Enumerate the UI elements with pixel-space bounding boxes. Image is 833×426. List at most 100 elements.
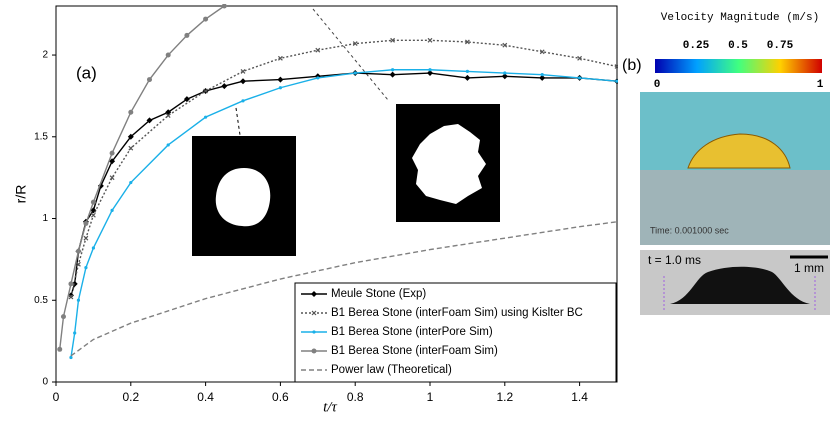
panel-label: (b) [622, 57, 642, 74]
marker [277, 76, 284, 83]
sim-porous [640, 170, 830, 245]
marker [109, 158, 116, 165]
marker [277, 55, 283, 61]
scale-label: 1 mm [794, 261, 824, 275]
marker [389, 71, 396, 78]
legend-label: B1 Berea Stone (interPore Sim) [331, 326, 493, 338]
y-axis-label: r/R [13, 185, 29, 204]
marker [311, 310, 317, 316]
marker [278, 86, 282, 90]
marker [390, 37, 396, 43]
marker [465, 69, 469, 73]
series-line [70, 72, 618, 296]
marker [241, 99, 245, 103]
marker [316, 76, 320, 80]
x-tick-label: 0 [53, 390, 60, 404]
marker [57, 346, 63, 352]
x-tick-label: 0.4 [197, 390, 214, 404]
axes: 0 0.2 0.4 0.6 0.8 1 1.2 1.4 0 0.5 1 1.5 2 [34, 5, 618, 404]
marker [464, 74, 471, 81]
marker [84, 265, 88, 270]
x-axis-label: t/τ [323, 399, 337, 415]
marker [203, 16, 209, 22]
marker [109, 175, 115, 181]
series-line [70, 39, 618, 298]
legend-label: Meule Stone (Exp) [331, 288, 426, 300]
arrow [312, 8, 389, 101]
marker [166, 143, 170, 147]
marker [577, 55, 583, 61]
marker [76, 261, 81, 267]
marker [353, 71, 357, 75]
marker [501, 73, 508, 80]
marker [184, 32, 190, 38]
colorbar-tick: 0.25 [683, 40, 710, 52]
marker [311, 348, 317, 354]
marker [128, 109, 134, 115]
marker [165, 113, 171, 118]
marker [221, 4, 227, 9]
x-tick-label: 0.6 [272, 390, 289, 404]
marker [539, 49, 545, 55]
marker [391, 68, 395, 72]
colorbar-tick: 0.75 [767, 40, 794, 52]
x-tick-label: 0.8 [347, 390, 364, 404]
marker [83, 220, 89, 226]
marker [76, 298, 81, 302]
legend-label: B1 Berea Stone (interFoam Sim) [331, 345, 498, 357]
colorbar [655, 59, 822, 73]
legend-label: Power law (Theoretical) [331, 364, 452, 376]
marker [128, 145, 134, 151]
marker [109, 150, 115, 156]
marker [203, 88, 209, 94]
marker [615, 79, 618, 83]
colorbar-min: 0 [654, 79, 661, 91]
marker [427, 70, 433, 77]
marker [110, 208, 114, 212]
marker [428, 68, 432, 72]
marker [204, 115, 208, 119]
sim-time: Time: 0.001000 sec [650, 225, 729, 235]
marker [68, 294, 74, 300]
photo-droplet [670, 266, 810, 304]
x-tick-label: 1 [427, 390, 434, 404]
marker [578, 76, 582, 80]
marker [539, 74, 546, 81]
marker [60, 314, 66, 320]
photo-time: t = 1.0 ms [648, 253, 701, 267]
legend-box [294, 282, 617, 383]
marker [352, 41, 358, 47]
plot-area [57, 4, 618, 360]
marker [427, 37, 433, 43]
marker [75, 248, 81, 254]
marker [90, 212, 96, 218]
y-tick-label: 0 [42, 377, 48, 388]
marker [90, 199, 96, 205]
panel-label: (a) [76, 63, 97, 82]
y-tick-label: 0.5 [34, 295, 48, 306]
colorbar-max: 1 [817, 79, 824, 91]
colorbar-title: Velocity Magnitude (m/s) [661, 12, 819, 24]
legend-label: B1 Berea Stone (interFoam Sim) using Kis… [331, 307, 583, 319]
series-line [70, 69, 618, 358]
y-tick-label: 1.5 [34, 131, 48, 142]
marker [91, 246, 95, 250]
sim-droplet [687, 133, 791, 169]
series-line [70, 221, 618, 357]
arrow [235, 107, 241, 136]
y-tick-label: 2 [42, 50, 48, 61]
marker [221, 83, 228, 90]
marker [183, 96, 190, 103]
marker [71, 280, 78, 287]
marker [464, 39, 470, 45]
marker [311, 291, 317, 297]
marker [127, 133, 134, 140]
marker [240, 78, 246, 85]
marker [73, 331, 77, 335]
x-tick-label: 0.2 [122, 390, 139, 404]
inset-blob [215, 168, 271, 227]
marker [69, 355, 73, 360]
marker [312, 330, 316, 334]
